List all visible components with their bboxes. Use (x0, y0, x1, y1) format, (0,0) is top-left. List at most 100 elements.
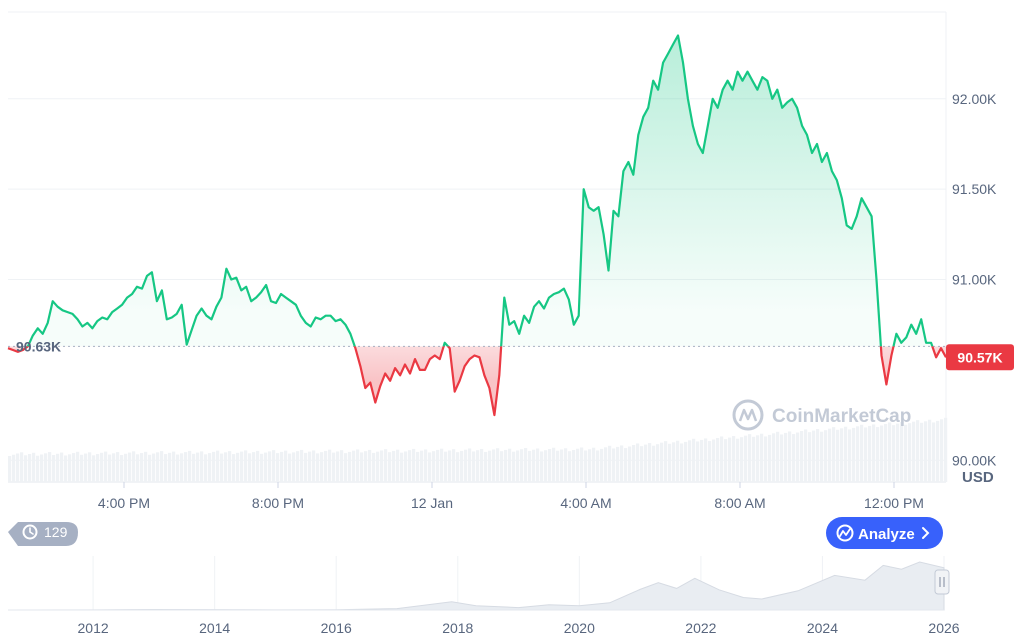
volume-bar (44, 453, 48, 482)
volume-bar (364, 451, 368, 482)
volume-bar (196, 452, 200, 482)
volume-bar (480, 448, 484, 482)
volume-bar (168, 452, 172, 482)
volume-bar (496, 448, 500, 482)
volume-bar (608, 445, 612, 482)
navigator-year-label: 2018 (442, 620, 473, 636)
history-badge[interactable]: 129 (8, 522, 78, 546)
volume-bar (160, 451, 164, 482)
volume-bar (692, 438, 696, 482)
volume-bar (228, 451, 232, 482)
y-tick-label: 90.00K (952, 452, 997, 468)
volume-bar (632, 445, 636, 482)
volume-bar (896, 423, 900, 482)
volume-bar (552, 447, 556, 482)
y-tick-label: 91.00K (952, 272, 997, 288)
analyze-label: Analyze (858, 526, 915, 543)
volume-bar (840, 428, 844, 482)
volume-bar (352, 450, 356, 482)
volume-bar (368, 449, 372, 482)
volume-bar (108, 454, 112, 482)
volume-bar (444, 451, 448, 482)
y-axis-ticks: 90.00K 91.00K 91.50K 92.00K (952, 91, 997, 469)
navigator[interactable]: 2012 2014 2016 2018 2020 2022 2024 2026 (7, 552, 960, 636)
analyze-icon (836, 524, 854, 542)
volume-bar (672, 442, 676, 482)
volume-bar (812, 430, 816, 482)
volume-bar (516, 450, 520, 482)
volume-bar (60, 452, 64, 482)
volume-bar (88, 452, 92, 482)
volume-bar (628, 446, 632, 482)
volume-bar (568, 451, 572, 482)
y-tick-label: 91.50K (952, 181, 997, 197)
volume-bar (380, 450, 384, 482)
analyze-button[interactable]: Analyze (826, 517, 943, 549)
volume-bar (472, 451, 476, 482)
volume-bar (548, 448, 552, 482)
volume-bar (528, 450, 532, 482)
volume-bar (804, 429, 808, 482)
volume-bar (780, 434, 784, 482)
coinmarketcap-logo-icon (732, 399, 764, 431)
volume-bar (816, 429, 820, 482)
volume-bar (440, 448, 444, 482)
volume-bar (428, 452, 432, 482)
volume-bar (280, 451, 284, 482)
area-fill-above (27, 35, 933, 347)
volume-bar (396, 449, 400, 482)
volume-bar (232, 454, 236, 482)
volume-bar (488, 450, 492, 482)
volume-bar (776, 431, 780, 482)
navigator-handle[interactable] (934, 569, 950, 595)
volume-bar (248, 453, 252, 482)
x-tick-label: 8:00 AM (714, 495, 765, 511)
volume-bar (24, 455, 28, 482)
volume-bar (240, 451, 244, 482)
volume-bar (636, 443, 640, 482)
volume-bar (792, 434, 796, 482)
navigator-year-label: 2016 (321, 620, 352, 636)
volume-bar (724, 439, 728, 482)
volume-bar (908, 423, 912, 482)
volume-bar (188, 450, 192, 482)
volume-bar (404, 451, 408, 482)
volume-bar (148, 454, 152, 482)
volume-bar (140, 453, 144, 482)
volume-bar (668, 443, 672, 482)
volume-bar (484, 451, 488, 482)
volume-bar (448, 450, 452, 482)
volume-bar (216, 450, 220, 482)
volume-bar (332, 452, 336, 482)
volume-bar (212, 451, 216, 482)
volume-bar (284, 450, 288, 482)
currency-label: USD (962, 469, 994, 486)
volume-bar (420, 450, 424, 482)
volume-bar (640, 446, 644, 482)
x-tick-label: 12:00 PM (864, 495, 924, 511)
volume-bar (92, 455, 96, 482)
volume-bar (268, 451, 272, 482)
volume-bar (200, 451, 204, 482)
volume-bar (712, 439, 716, 482)
volume-bar (604, 447, 608, 482)
volume-bar (252, 452, 256, 482)
volume-bar (856, 426, 860, 482)
volume-bar (492, 449, 496, 482)
volume-bars (8, 417, 948, 482)
volume-bar (524, 447, 528, 482)
volume-bar (260, 453, 264, 482)
volume-bar (572, 449, 576, 482)
volume-bar (740, 437, 744, 482)
volume-bar (616, 446, 620, 482)
volume-bar (592, 447, 596, 482)
volume-bar (772, 433, 776, 482)
volume-bar (376, 451, 380, 482)
volume-bar (264, 452, 268, 482)
x-axis-ticks: 4:00 PM 8:00 PM 12 Jan 4:00 AM 8:00 AM 12:00 … (98, 482, 924, 511)
volume-bar (308, 451, 312, 482)
volume-bar (104, 451, 108, 482)
volume-bar (96, 454, 100, 482)
navigator-year-label: 2024 (807, 620, 838, 636)
